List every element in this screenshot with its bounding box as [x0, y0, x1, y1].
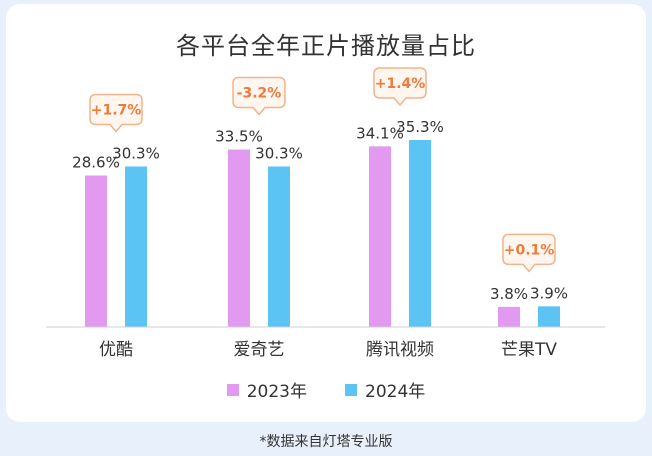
data-label-2023年-爱奇艺: 33.5%	[215, 128, 263, 146]
data-label-2024年-芒果TV: 3.9%	[530, 284, 568, 302]
change-callout-腾讯视频	[373, 67, 427, 107]
bar-2024年-腾讯视频	[409, 140, 431, 327]
legend-swatch-2023	[226, 383, 239, 396]
bar-2024年-优酷	[125, 166, 147, 327]
bar-2024年-芒果TV	[538, 306, 560, 327]
change-label-腾讯视频: +1.4%	[375, 76, 426, 92]
bar-2024年-爱奇艺	[268, 166, 290, 327]
legend: 2023年 2024年	[0, 377, 652, 402]
bar-2023年-爱奇艺	[228, 149, 250, 327]
legend-swatch-2024	[345, 383, 357, 396]
data-label-2023年-腾讯视频: 34.1%	[356, 124, 404, 142]
change-label-优酷: +1.7%	[91, 102, 142, 118]
change-callout-爱奇艺	[232, 76, 286, 116]
data-label-2024年-优酷: 30.3%	[112, 144, 160, 162]
data-label-2023年-芒果TV: 3.8%	[490, 285, 528, 303]
footnote: *数据来自灯塔专业版	[259, 434, 393, 450]
category-label-芒果TV: 芒果TV	[501, 340, 557, 360]
change-label-爱奇艺: -3.2%	[237, 86, 282, 102]
bars-layer: 28.6%30.3%优酷+1.7%33.5%30.3%爱奇艺-3.2%34.1%…	[72, 67, 568, 360]
bar-2023年-腾讯视频	[369, 146, 391, 327]
category-label-爱奇艺: 爱奇艺	[234, 340, 285, 360]
chart-title: 各平台全年正片播放量占比	[176, 32, 476, 60]
legend-label-2024: 2024年	[365, 382, 426, 402]
change-callout-优酷	[89, 93, 143, 133]
data-label-2024年-腾讯视频: 35.3%	[396, 118, 444, 136]
category-label-优酷: 优酷	[99, 340, 133, 360]
bar-2023年-优酷	[85, 175, 107, 327]
legend-item-2024[interactable]: 2024年	[345, 377, 425, 402]
data-label-2024年-爱奇艺: 30.3%	[255, 144, 303, 162]
legend-item-2023[interactable]: 2023年	[226, 377, 307, 402]
change-label-芒果TV: +0.1%	[504, 242, 555, 258]
legend-label-2023: 2023年	[246, 382, 307, 402]
category-label-腾讯视频: 腾讯视频	[366, 340, 434, 360]
bar-2023年-芒果TV	[498, 306, 520, 327]
chart-card	[6, 4, 646, 422]
data-label-2023年-优酷: 28.6%	[72, 153, 120, 171]
change-callout-芒果TV	[502, 233, 556, 273]
